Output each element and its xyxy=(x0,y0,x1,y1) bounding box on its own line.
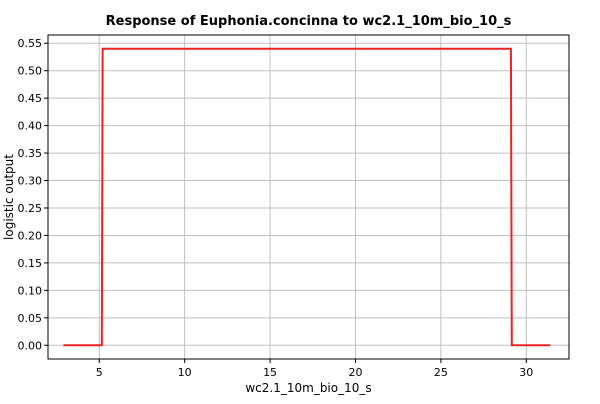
x-tick-label: 20 xyxy=(348,366,362,379)
y-tick-label: 0.20 xyxy=(18,229,43,242)
y-tick-label: 0.10 xyxy=(18,284,43,297)
y-tick-label: 0.55 xyxy=(18,37,43,50)
y-tick-label: 0.05 xyxy=(18,312,43,325)
y-tick-label: 0.25 xyxy=(18,202,43,215)
chart-title: Response of Euphonia.concinna to wc2.1_1… xyxy=(106,14,512,29)
response-curve xyxy=(63,47,551,347)
x-tick-label: 10 xyxy=(178,366,192,379)
y-tick-label: 0.35 xyxy=(18,147,43,160)
y-tick-label: 0.40 xyxy=(18,120,43,133)
grid-layer xyxy=(48,35,569,359)
y-tick-label: 0.00 xyxy=(18,339,43,352)
y-tick-label: 0.45 xyxy=(18,92,43,105)
y-tick-label: 0.30 xyxy=(18,175,43,188)
x-axis-label: wc2.1_10m_bio_10_s xyxy=(245,381,371,395)
x-tick-label: 15 xyxy=(263,366,277,379)
y-axis-label: logistic output xyxy=(2,154,16,240)
x-tick-label: 30 xyxy=(519,366,533,379)
y-tick-label: 0.15 xyxy=(18,257,43,270)
tick-layer: 5 10 15 20 25 30 0.00 0.05 0.10 0.15 0.20 0.25 0.30 0… xyxy=(18,37,534,379)
plot-frame xyxy=(47,34,570,360)
series-layer xyxy=(63,47,551,347)
x-tick-label: 5 xyxy=(96,366,103,379)
x-tick-label: 25 xyxy=(434,366,448,379)
y-tick-label: 0.50 xyxy=(18,65,43,78)
